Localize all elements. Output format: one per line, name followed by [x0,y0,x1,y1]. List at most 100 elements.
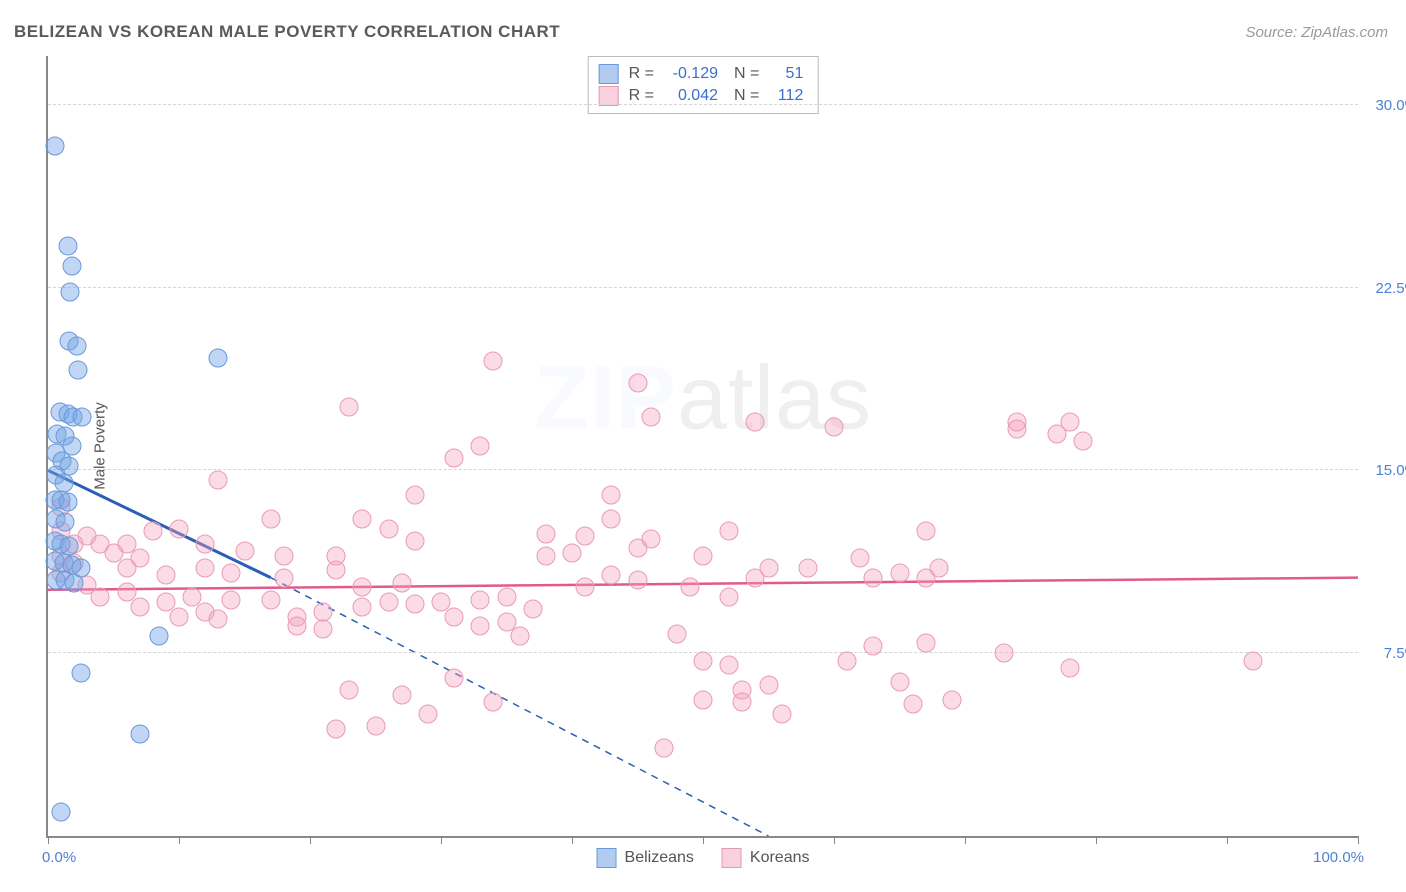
data-point [56,512,75,531]
data-point [353,510,372,529]
y-axis-label: Male Poverty [91,402,108,490]
data-point [471,437,490,456]
watermark-part-a: ZIP [534,349,677,449]
legend-label: Belizeans [625,849,694,867]
data-point [327,561,346,580]
data-point [916,634,935,653]
stats-row: R = -0.129 N = 51 [599,63,804,85]
data-point [222,563,241,582]
data-point [864,636,883,655]
x-tick-mark [441,836,442,844]
data-point [62,256,81,275]
data-point [628,571,647,590]
data-point [209,349,228,368]
data-point [1008,419,1027,438]
data-point [45,137,64,156]
data-point [825,417,844,436]
data-point [222,590,241,609]
swatch-icon [722,848,742,868]
data-point [327,719,346,738]
data-point [392,685,411,704]
data-point [445,607,464,626]
data-point [405,485,424,504]
data-point [680,578,699,597]
x-tick-mark [48,836,49,844]
legend-item: Belizeans [597,848,694,868]
data-point [58,493,77,512]
legend: Belizeans Koreans [597,848,810,868]
data-point [130,597,149,616]
data-point [1073,432,1092,451]
data-point [73,407,92,426]
data-point [170,607,189,626]
data-point [484,692,503,711]
data-point [864,568,883,587]
y-tick-label: 22.5% [1366,280,1406,297]
plot-area: Male Poverty ZIPatlas R = -0.129 N = 51 … [46,56,1358,838]
data-point [576,527,595,546]
data-point [602,566,621,585]
data-point [563,544,582,563]
trend-line [271,578,769,836]
data-point [196,558,215,577]
gridline [48,287,1358,288]
data-point [536,546,555,565]
data-point [156,566,175,585]
data-point [209,610,228,629]
stat-label: N = [734,63,759,85]
x-tick-mark [572,836,573,844]
data-point [838,651,857,670]
data-point [52,802,71,821]
data-point [379,519,398,538]
trend-line [48,578,1358,590]
x-tick-mark [965,836,966,844]
data-point [261,590,280,609]
data-point [942,690,961,709]
correlation-stats-box: R = -0.129 N = 51 R = 0.042 N = 112 [588,56,819,114]
data-point [602,485,621,504]
data-point [340,398,359,417]
data-point [484,351,503,370]
data-point [471,590,490,609]
data-point [143,522,162,541]
data-point [418,705,437,724]
data-point [61,283,80,302]
data-point [628,373,647,392]
data-point [772,705,791,724]
data-point [353,597,372,616]
data-point [150,627,169,646]
data-point [759,558,778,577]
chart-title: BELIZEAN VS KOREAN MALE POVERTY CORRELAT… [14,22,560,42]
gridline [48,104,1358,105]
data-point [694,690,713,709]
data-point [379,593,398,612]
data-point [694,546,713,565]
x-tick-mark [1096,836,1097,844]
stat-label: R = [629,63,654,85]
data-point [65,573,84,592]
data-point [196,534,215,553]
data-point [170,519,189,538]
data-point [1244,651,1263,670]
y-tick-label: 15.0% [1366,462,1406,479]
data-point [130,724,149,743]
data-point [746,412,765,431]
data-point [536,524,555,543]
data-point [510,627,529,646]
data-point [261,510,280,529]
watermark-part-b: atlas [677,349,872,449]
data-point [523,600,542,619]
data-point [405,595,424,614]
source-attribution: Source: ZipAtlas.com [1245,24,1388,41]
data-point [1060,658,1079,677]
data-point [602,510,621,529]
x-tick-mark [703,836,704,844]
data-point [903,695,922,714]
x-tick-mark [834,836,835,844]
data-point [733,692,752,711]
data-point [445,449,464,468]
data-point [720,522,739,541]
data-point [694,651,713,670]
data-point [471,617,490,636]
data-point [759,675,778,694]
